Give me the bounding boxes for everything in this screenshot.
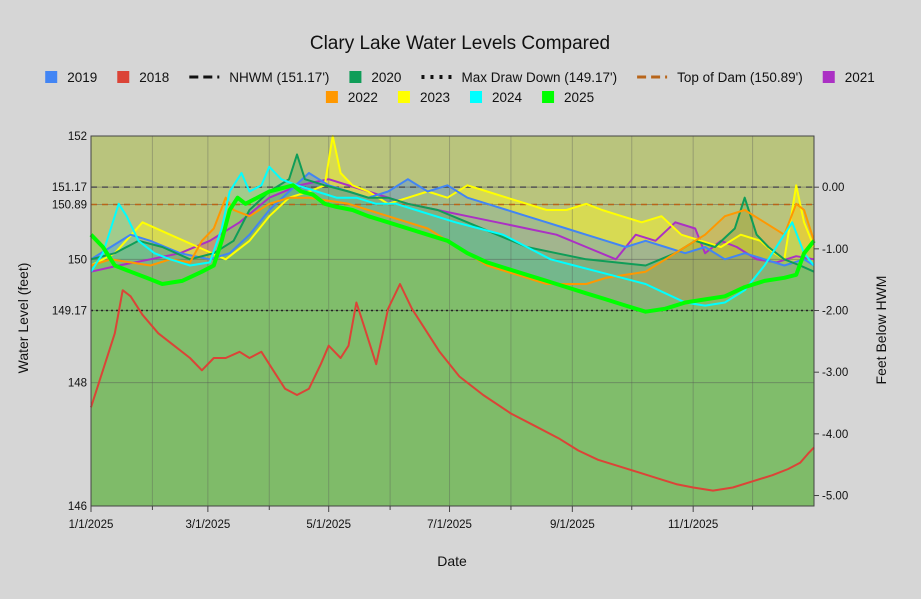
y-tick-label: 150 <box>68 254 87 266</box>
legend: 2019 2018 NHWM (151.17') 2020 Max Draw Down … <box>45 70 875 105</box>
y2-tick-label: -4.00 <box>822 429 848 441</box>
series-line-2020 <box>90 153 815 273</box>
series-fills <box>91 136 814 507</box>
legend-label-2025: 2025 <box>564 90 594 105</box>
legend-swatch-2021 <box>822 71 835 83</box>
y-tick-label: 149.17 <box>52 306 87 318</box>
legend-item-2020: 2020 <box>349 70 401 85</box>
legend-item-max-draw-down-149-17: Max Draw Down (149.17') <box>421 70 617 85</box>
legend-item-2018: 2018 <box>117 70 169 85</box>
series-line-2023 <box>90 135 815 267</box>
series-line-2024 <box>90 165 815 307</box>
y-tick-label: 151.17 <box>52 182 87 194</box>
y2-axis-label: Feet Below HWM <box>873 276 889 385</box>
x-tick-label: 5/1/2025 <box>306 519 351 531</box>
legend-item-2019: 2019 <box>45 70 97 85</box>
legend-label-2021: 2021 <box>845 70 875 85</box>
legend-label-nhwm-151-17: NHWM (151.17') <box>229 70 329 85</box>
legend-swatch-2023 <box>397 91 410 103</box>
series-area-2024 <box>91 166 814 507</box>
legend-swatch-2025 <box>542 91 555 103</box>
legend-swatch-2019 <box>45 71 58 83</box>
legend-label-max-draw-down-149-17: Max Draw Down (149.17') <box>461 70 617 85</box>
y2-tick-label: -1.00 <box>822 244 848 256</box>
y-tick-label: 148 <box>68 378 87 390</box>
y-tick-label: 150.89 <box>52 199 87 211</box>
legend-swatch-2022 <box>325 91 338 103</box>
reference-lines <box>91 186 814 312</box>
legend-label-top-of-dam-150-89: Top of Dam (150.89') <box>677 70 803 85</box>
series-lines <box>89 135 816 492</box>
y2-tick-label: 0.00 <box>822 182 844 194</box>
legend-swatch-2024 <box>470 91 482 103</box>
series-area-2022 <box>91 197 814 506</box>
legend-label-2018: 2018 <box>139 70 169 85</box>
x-tick-label: 3/1/2025 <box>185 519 230 531</box>
legend-item-nhwm-151-17: NHWM (151.17') <box>189 70 329 85</box>
y2-tick-label: -3.00 <box>822 367 848 379</box>
legend-item-2024: 2024 <box>470 90 523 105</box>
y2-tick-label: -5.00 <box>822 491 848 503</box>
x-tick-label: 1/1/2025 <box>69 519 114 531</box>
series-line-2018 <box>90 283 815 492</box>
plot-border <box>90 135 815 507</box>
x-axis-label: Date <box>437 553 467 569</box>
legend-label-2022: 2022 <box>348 90 378 105</box>
x-tick-label: 9/1/2025 <box>550 519 595 531</box>
y2-axis-ticks: 0.00 -1.00 -2.00 -3.00 -4.00 -5.00 <box>814 182 848 503</box>
series-area-2019 <box>91 173 814 506</box>
legend-item-2021: 2021 <box>822 70 875 85</box>
legend-label-2019: 2019 <box>67 70 97 85</box>
legend-item-2023: 2023 <box>397 90 450 105</box>
legend-item-top-of-dam-150-89: Top of Dam (150.89') <box>637 70 803 85</box>
y2-tick-label: -2.00 <box>822 306 848 318</box>
y-tick-label: 152 <box>68 131 87 143</box>
series-area-2025 <box>91 185 814 507</box>
x-axis-ticks: 1/1/2025 3/1/2025 5/1/2025 7/1/2025 9/1/2025… <box>69 506 754 531</box>
series-line-2019 <box>90 172 815 267</box>
series-area-2020 <box>91 154 814 506</box>
legend-swatch-2020 <box>349 71 362 83</box>
legend-label-2024: 2024 <box>492 90 523 105</box>
legend-label-2023: 2023 <box>420 90 450 105</box>
legend-swatch-2018 <box>117 71 130 83</box>
legend-item-2022: 2022 <box>325 90 378 105</box>
chart-title: Clary Lake Water Levels Compared <box>310 33 610 54</box>
series-area-2023 <box>91 136 814 506</box>
legend-label-2020: 2020 <box>371 70 401 85</box>
series-line-2025 <box>89 183 816 314</box>
y-tick-label: 146 <box>68 501 87 513</box>
x-tick-label: 11/1/2025 <box>668 519 718 531</box>
y-axis-label: Water Level (feet) <box>15 263 31 374</box>
legend-item-2025: 2025 <box>542 90 594 105</box>
x-tick-label: 7/1/2025 <box>427 519 472 531</box>
y-axis-ticks: 152 151.17 150.89 150 149.17 148 146 <box>52 131 87 513</box>
